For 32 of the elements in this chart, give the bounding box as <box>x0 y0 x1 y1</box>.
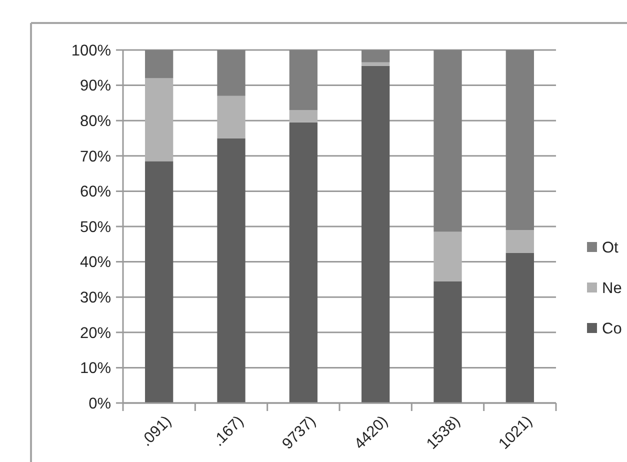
y-tick-label: 40% <box>80 254 112 272</box>
bar <box>506 252 534 403</box>
bar <box>145 161 174 403</box>
bar <box>289 122 318 403</box>
bar <box>145 78 174 162</box>
y-tick-label: 50% <box>80 218 112 236</box>
bar <box>217 138 246 403</box>
bar <box>362 50 390 62</box>
bar <box>434 50 462 232</box>
bar <box>506 50 534 230</box>
bar <box>506 230 534 253</box>
y-tick-label: 10% <box>80 360 112 378</box>
legend-label: Co <box>602 320 622 338</box>
bar <box>362 66 390 403</box>
bar <box>434 232 462 282</box>
bar <box>289 110 318 122</box>
bar <box>434 281 462 403</box>
bar <box>145 50 174 78</box>
y-tick-label: 0% <box>88 395 112 412</box>
y-tick-label: 20% <box>80 324 112 342</box>
y-tick-label: 90% <box>80 78 112 95</box>
y-tick-label: 100% <box>71 42 112 60</box>
legend-label: Ot <box>602 239 620 256</box>
y-tick-label: 60% <box>80 184 112 201</box>
y-tick-label: 70% <box>80 148 112 166</box>
y-tick-label: 30% <box>80 290 112 307</box>
bar <box>217 50 246 96</box>
bar <box>217 96 246 138</box>
bar <box>289 50 318 110</box>
bar <box>362 62 390 66</box>
y-tick-label: 80% <box>80 113 112 130</box>
legend-label: Ne <box>602 280 622 297</box>
